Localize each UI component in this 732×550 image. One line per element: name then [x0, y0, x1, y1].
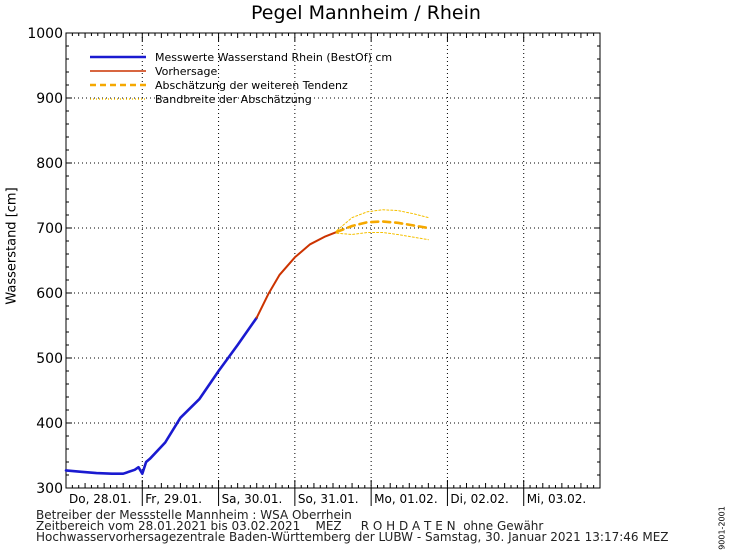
legend-label: Bandbreite der Abschätzung [155, 93, 312, 106]
y-tick-label: 500 [36, 351, 63, 367]
series-line [335, 220, 430, 234]
x-axis: Do, 28.01. Fr, 29.01. Sa, 30.01. So, 31.01.… [65, 33, 601, 506]
x-tick-label: Fr, 29.01. [145, 492, 202, 506]
y-tick-label: 1000 [27, 26, 63, 42]
x-tick-label: So, 31.01. [298, 492, 359, 506]
legend-label: Messwerte Wasserstand Rhein (BestOf) cm [155, 51, 392, 64]
y-tick-label: 600 [36, 286, 63, 302]
series-line [336, 232, 429, 241]
series-line [336, 209, 429, 232]
legend-label: Vorhersage [155, 65, 217, 78]
y-tick-label: 300 [36, 481, 63, 497]
side-code: 9001-2001 [717, 506, 727, 550]
footer-line-3: Hochwasservorhersagezentrale Baden-Württ… [36, 530, 669, 544]
y-tick-label: 800 [36, 156, 63, 172]
x-tick-label: Mo, 01.02. [374, 492, 438, 506]
footer-line-1: Betreiber der Messstelle Mannheim : WSA … [36, 508, 352, 522]
x-tick-label: Sa, 30.01. [222, 492, 283, 506]
x-tick-label: Do, 28.01. [69, 492, 131, 506]
grid [66, 33, 600, 488]
series-line [64, 316, 259, 476]
y-axis: 300 400 500 600 700 800 900 1000 [27, 26, 600, 497]
y-tick-label: 900 [36, 91, 63, 107]
series-group [64, 209, 430, 476]
plot-area [65, 32, 601, 489]
y-tick-label: 400 [36, 416, 63, 432]
y-tick-label: 700 [36, 221, 63, 237]
footer-line-2: Zeitbereich vom 28.01.2021 bis 03.02.202… [36, 519, 544, 533]
x-tick-label: Mi, 03.02. [527, 492, 586, 506]
legend-label: Abschätzung der weiteren Tendenz [155, 79, 348, 92]
legend: Messwerte Wasserstand Rhein (BestOf) cmV… [90, 51, 392, 106]
chart-title: Pegel Mannheim / Rhein [251, 2, 481, 24]
series-line [255, 230, 338, 319]
x-tick-label: Di, 02.02. [450, 492, 508, 506]
